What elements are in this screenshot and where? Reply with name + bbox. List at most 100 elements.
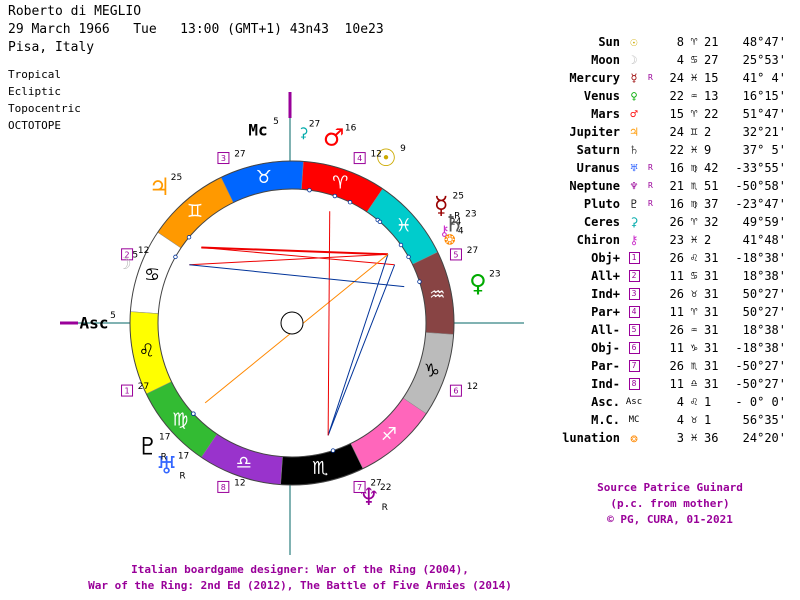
retrograde-marker: R [648,163,653,172]
position-symbol: ♇ [620,195,648,213]
saturn-icon: ♄ [630,143,638,157]
position-row-pluto: Pluto ♇ R 16 ♍ 37 -23°47' [530,195,786,213]
position-name: Mars [591,107,620,121]
sign-icon: ♍ [690,197,698,210]
sign-icon: ♋ [690,269,698,282]
lunation-degree: 4 [458,227,464,237]
uranus-degree: 17 [178,452,189,462]
position-latitude: 41°48' [742,233,786,247]
position-symbol: ⚳ [620,213,648,231]
octotope-box-number: 2 [125,250,130,259]
aquarius-icon: ♒ [429,284,445,305]
position-minute: 21 [704,35,719,49]
octotope-box-icon: 2 [628,270,640,282]
position-minute: 31 [704,251,719,265]
jupiter-degree: 25 [171,173,182,183]
position-name: Chiron [576,233,620,247]
mercury-icon: ☿ [434,191,449,219]
position-degree: 4 [676,413,684,427]
setting-topocentric: Topocentric [8,102,81,115]
position-symbol: 1 [620,252,648,264]
position-row-par: Par+ 4 11 ♈ 31 50°27' [530,303,786,321]
position-latitude: 24°20' [742,431,786,445]
footer-caption: Italian boardgame designer: War of the R… [0,562,600,594]
position-minute: 1 [704,413,712,427]
position-name: Asc. [591,395,620,409]
birth-data: 29 March 1966 Tue 13:00 (GMT+1) 43n43 10… [8,22,384,37]
setting-zodiac: Tropical [8,68,61,81]
position-minute: 9 [704,143,712,157]
position-name: Saturn [576,143,620,157]
pluto-tick [191,411,196,416]
asc-label: Asc [80,314,109,333]
octotope-box-icon: 6 [628,342,640,354]
jupiter-icon: ♃ [149,173,171,201]
position-name: Ceres [583,215,620,229]
position-row-venus: Venus ♀ 22 ♒ 13 16°15' [530,87,786,105]
position-name: Jupiter [569,125,620,139]
chart-settings: Tropical Ecliptic Topocentric OCTOTOPE [8,66,81,134]
cancer-icon: ♋ [144,264,160,285]
moon-icon: ☽ [630,53,638,67]
position-latitude: -50°27' [735,359,786,373]
position-name: Pluto [583,197,620,211]
retrograde-marker: R [648,181,653,190]
position-latitude: -18°38' [735,251,786,265]
sign-icon: ♓ [690,233,698,246]
ceres-degree: 27 [309,119,320,129]
mars-tick [332,193,338,199]
position-degree: 24 [669,125,684,139]
octotope-box-degree: 27 [138,382,149,392]
zodiac-outer-ring [129,160,455,486]
sign-icon: ♋ [690,53,698,66]
aspect-line [327,264,396,436]
position-degree: 4 [676,53,684,67]
position-name: M.C. [591,413,620,427]
position-name: Mercury [569,71,620,85]
octotope-box-icon: 4 [628,306,640,318]
setting-coordinates: Ecliptic [8,85,61,98]
position-row-ceres: Ceres ⚳ 26 ♈ 32 49°59' [530,213,786,231]
venus-icon: ♀ [469,270,487,298]
position-minute: 36 [704,431,719,445]
uranus-icon: ♅ [156,452,178,480]
position-row-mercury: Mercury ☿ R 24 ♓ 15 41° 4' [530,69,786,87]
position-latitude: 32°21' [742,125,786,139]
position-symbol: 3 [620,288,648,300]
venus-tick [417,279,422,284]
mc-label: Mc [248,121,267,140]
position-row-ind: Ind+ 3 26 ♉ 31 50°27' [530,285,786,303]
footer-line-2: War of the Ring: 2nd Ed (2012), The Batt… [88,579,512,592]
position-degree: 26 [669,359,684,373]
position-degree: 3 [676,431,684,445]
position-degree: 11 [669,341,684,355]
position-latitude: -50°27' [735,377,786,391]
position-degree: 11 [669,377,684,391]
position-latitude: -33°55' [735,161,786,175]
moon-tick [173,254,178,260]
lunation-icon: ❂ [444,233,456,249]
octotope-box-number: 5 [453,250,458,259]
pluto-retrograde-marker: R [161,453,167,463]
sun-tick [347,200,353,205]
sign-icon: ♎ [690,377,698,390]
gemini-icon: ♊ [187,201,203,222]
sign-icon: ♒ [690,323,698,336]
position-symbol: 7 [620,360,648,372]
octotope-box-icon: 1 [628,252,640,264]
position-symbol: 2 [620,270,648,282]
position-degree: 23 [669,233,684,247]
position-name: lunation [562,431,620,445]
position-name: All- [591,323,620,337]
octotope-box-degree: 12 [138,246,149,256]
position-degree: 24 [669,71,684,85]
sign-icon: ♈ [690,215,698,228]
octotope-box-number: 7 [357,483,362,492]
pluto-degree: 17 [159,433,170,443]
natal-chart-wheel: ♈♉♊♋♌♍♎ ♏♐♑♒♓♂ 16☉ 9☿ 25R⚷24♄ 23❂4♀ 23♆ 22R♅ 17R… [60,92,524,555]
octotope-box-degree: 12 [234,478,245,488]
position-latitude: -23°47' [735,197,786,211]
octotope-box-number: 3 [221,154,226,163]
chart-header: Roberto di MEGLIO 29 March 1966 Tue 13:0… [8,3,384,57]
source-credits: Source Patrice Guinard (p.c. from mother… [560,480,780,528]
